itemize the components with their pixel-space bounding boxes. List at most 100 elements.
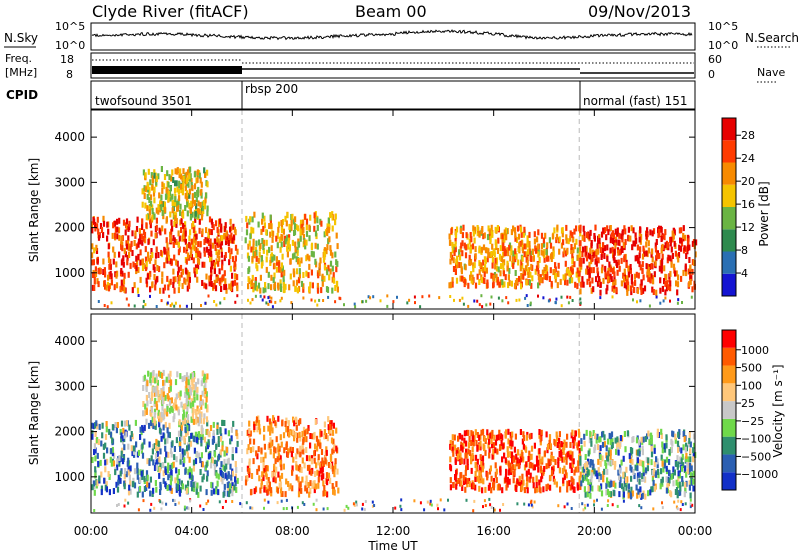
range-cell	[141, 491, 144, 498]
range-cell	[596, 267, 599, 274]
range-cell	[574, 466, 577, 473]
range-cell	[355, 503, 358, 507]
range-cell	[145, 277, 148, 284]
range-cell	[252, 458, 255, 465]
range-cell	[669, 490, 672, 497]
range-cell	[665, 274, 668, 281]
range-cell	[128, 484, 131, 491]
range-cell	[532, 482, 535, 489]
range-cell	[641, 449, 644, 456]
range-cell	[578, 270, 581, 277]
range-cell	[198, 417, 201, 424]
range-cell	[295, 424, 298, 431]
range-cell	[526, 304, 529, 307]
y-tick-label: 2000	[54, 425, 85, 439]
range-cell	[186, 420, 190, 427]
range-cell	[549, 242, 553, 249]
range-cell	[552, 250, 555, 257]
range-cell	[216, 226, 219, 233]
range-cell	[478, 231, 481, 238]
colorbar-tick-label: 20	[741, 175, 755, 188]
range-cell	[315, 462, 318, 469]
range-cell	[521, 473, 524, 480]
range-cell	[619, 435, 622, 441]
range-cell	[129, 262, 132, 269]
range-cell	[150, 395, 154, 402]
range-cell	[100, 471, 103, 478]
range-cell	[326, 507, 329, 511]
range-cell	[295, 224, 298, 230]
range-cell	[213, 469, 217, 476]
range-cell	[195, 488, 198, 495]
range-cell	[653, 271, 656, 278]
range-cell	[163, 248, 166, 255]
range-cell	[224, 234, 228, 241]
range-cell	[638, 236, 641, 243]
range-cell	[268, 418, 272, 425]
range-cell	[127, 443, 130, 450]
range-cell	[584, 454, 587, 460]
range-cell	[91, 221, 94, 228]
range-cell	[316, 469, 319, 476]
range-cell	[528, 248, 531, 255]
range-cell	[181, 222, 185, 229]
range-cell	[142, 169, 145, 176]
range-cell	[223, 450, 226, 457]
range-cell	[280, 233, 283, 240]
range-cell	[539, 465, 543, 472]
range-cell	[647, 275, 650, 282]
range-cell	[525, 256, 528, 263]
range-cell	[151, 214, 154, 221]
range-cell	[562, 239, 565, 246]
range-cell	[155, 276, 159, 283]
range-cell	[598, 472, 601, 479]
range-cell	[139, 469, 142, 476]
range-cell	[543, 466, 546, 472]
range-cell	[160, 204, 163, 211]
range-cell	[497, 266, 500, 273]
range-cell	[343, 303, 345, 307]
range-cell	[188, 436, 191, 443]
range-cell	[665, 465, 668, 472]
range-cell	[452, 257, 455, 264]
range-cell	[199, 201, 202, 208]
range-cell	[669, 280, 672, 287]
range-cell	[298, 464, 302, 471]
range-cell	[123, 432, 126, 439]
range-cell	[394, 506, 397, 510]
range-cell	[476, 444, 479, 451]
range-cell	[172, 498, 175, 502]
range-cell	[246, 475, 249, 481]
range-cell	[158, 370, 161, 377]
cpid-label: CPID	[6, 88, 38, 102]
range-cell	[554, 266, 557, 273]
range-cell	[139, 233, 142, 240]
range-cell	[313, 450, 316, 457]
range-cell	[484, 449, 487, 456]
range-cell	[250, 473, 254, 479]
range-cell	[119, 428, 122, 435]
range-cell	[194, 239, 197, 246]
range-cell	[209, 256, 212, 263]
range-cell	[583, 433, 586, 440]
range-cell	[268, 442, 271, 449]
range-cell	[153, 443, 156, 450]
range-cell	[512, 477, 515, 484]
range-cell	[139, 477, 142, 483]
range-cell	[302, 438, 305, 445]
range-cell	[582, 508, 585, 512]
range-cell	[179, 183, 183, 190]
range-cell	[495, 273, 498, 280]
range-cell	[154, 252, 158, 259]
range-cell	[655, 289, 658, 296]
range-cell	[329, 212, 332, 219]
range-cell	[167, 247, 170, 254]
range-cell	[186, 201, 189, 208]
range-cell	[178, 195, 181, 202]
range-cell	[474, 282, 478, 289]
range-cell	[684, 234, 687, 241]
range-cell	[665, 442, 668, 449]
range-cell	[501, 487, 504, 494]
range-cell	[326, 226, 329, 233]
range-cell	[483, 499, 486, 503]
